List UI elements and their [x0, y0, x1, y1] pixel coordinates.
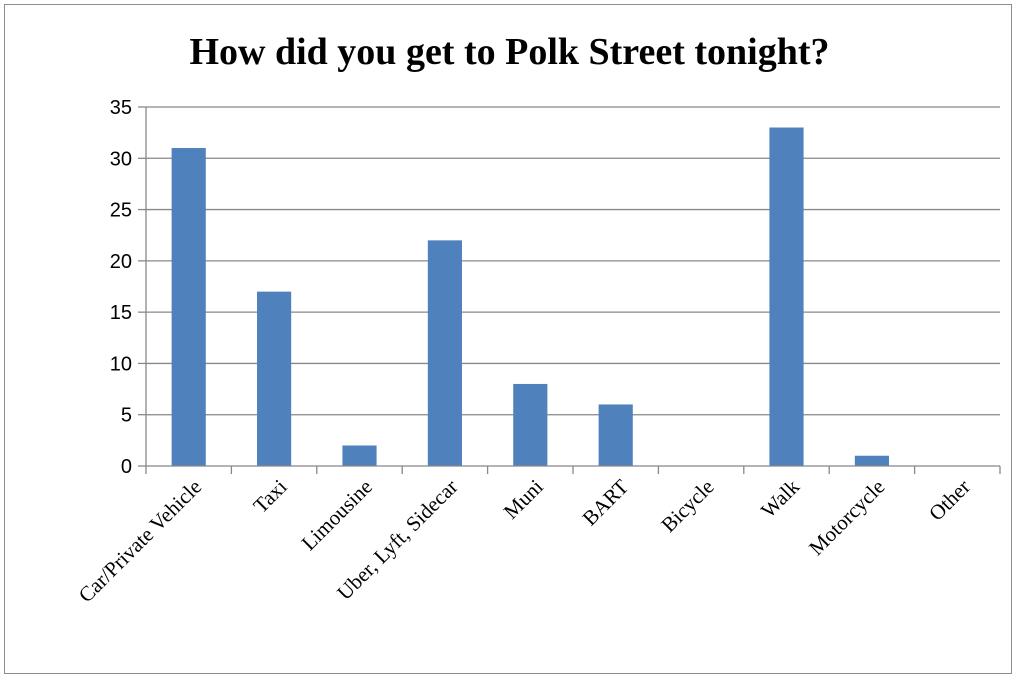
- bars: [171, 127, 889, 466]
- x-tick-label: Motorcycle: [804, 475, 889, 560]
- bar: [427, 240, 462, 466]
- x-tick-label: Limousine: [297, 475, 377, 555]
- y-tick-label: 35: [110, 97, 132, 119]
- y-tick-label: 20: [110, 251, 132, 273]
- bar: [171, 148, 206, 466]
- bar: [769, 127, 804, 466]
- y-tick-label: 30: [110, 148, 132, 170]
- y-tick-label: 10: [110, 353, 132, 375]
- y-tick-labels: 0 5 10 15 20 25 30 35: [110, 97, 132, 478]
- x-tick-label: BART: [578, 474, 634, 530]
- y-tick-label: 15: [110, 302, 132, 324]
- y-tick-label: 0: [121, 456, 132, 478]
- x-tick-label: Muni: [499, 474, 548, 523]
- bar: [598, 404, 633, 466]
- y-tick-label: 5: [121, 405, 132, 427]
- bar: [854, 455, 889, 466]
- chart-title: How did you get to Polk Street tonight?: [189, 31, 830, 73]
- bar: [342, 445, 377, 466]
- x-tick-label: Bicycle: [656, 475, 718, 537]
- y-tick-label: 25: [110, 200, 132, 222]
- bar: [257, 291, 292, 466]
- x-tick-label: Other: [924, 475, 975, 526]
- bar: [513, 383, 548, 466]
- x-tick-label: Walk: [756, 474, 804, 522]
- axes: [145, 107, 1001, 474]
- x-tick-label: Taxi: [248, 474, 291, 517]
- x-tick-label: Car/Private Vehicle: [74, 475, 207, 608]
